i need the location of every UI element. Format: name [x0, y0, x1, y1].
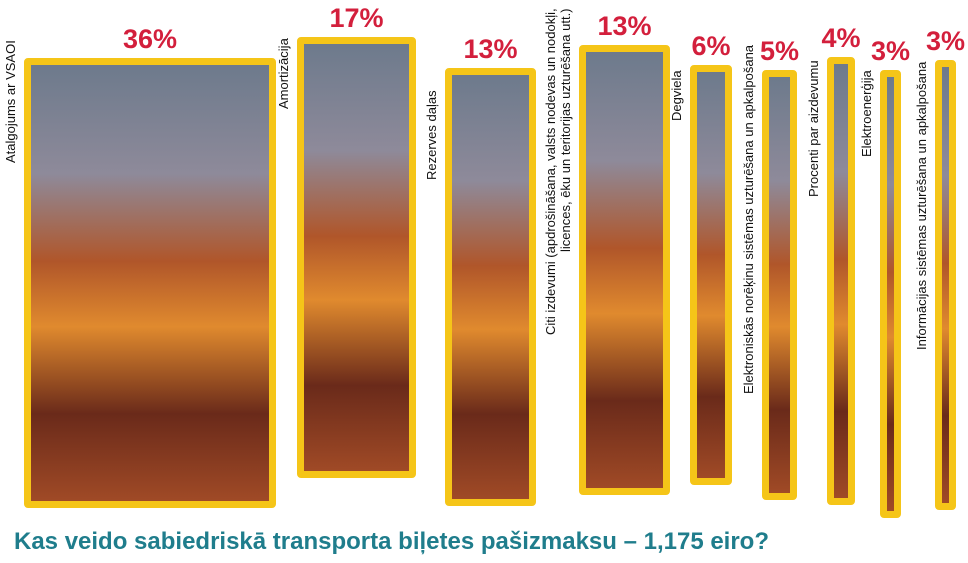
category-label: Rezerves daļas	[424, 90, 439, 180]
bar	[827, 57, 855, 505]
value-label: 36%	[122, 24, 178, 54]
value-label: 13%	[597, 11, 652, 41]
category-label: Atalgojums ar VSAOI	[3, 40, 18, 163]
chart-title: Kas veido sabiedriskā transporta biļetes…	[14, 528, 770, 555]
value-label: 3%	[870, 36, 911, 66]
category-label: Informācijas sistēmas uzturēšana un apka…	[914, 62, 929, 351]
value-label: 3%	[925, 26, 966, 56]
value-label: 17%	[329, 3, 384, 33]
category-label: Citi izdevumi (apdrošināšana, valsts nod…	[543, 8, 573, 335]
value-label: 6%	[691, 31, 731, 61]
value-label: 4%	[821, 23, 861, 53]
category-label: Amortizācija	[276, 38, 291, 109]
category-label: Degviela	[669, 70, 684, 121]
category-label: Procenti par aizdevumu	[806, 60, 821, 197]
bar	[297, 37, 416, 478]
bar	[579, 45, 670, 495]
bar	[690, 65, 732, 485]
bar	[762, 70, 797, 500]
bar	[24, 58, 276, 508]
value-label: 13%	[463, 34, 518, 64]
value-label: 5%	[759, 36, 800, 66]
bar	[880, 70, 901, 518]
bar	[445, 68, 536, 506]
bar	[935, 60, 956, 510]
category-label: Elektroniskās norēķinu sistēmas uzturēša…	[741, 45, 756, 395]
category-label: Elektroenerģija	[859, 70, 874, 157]
